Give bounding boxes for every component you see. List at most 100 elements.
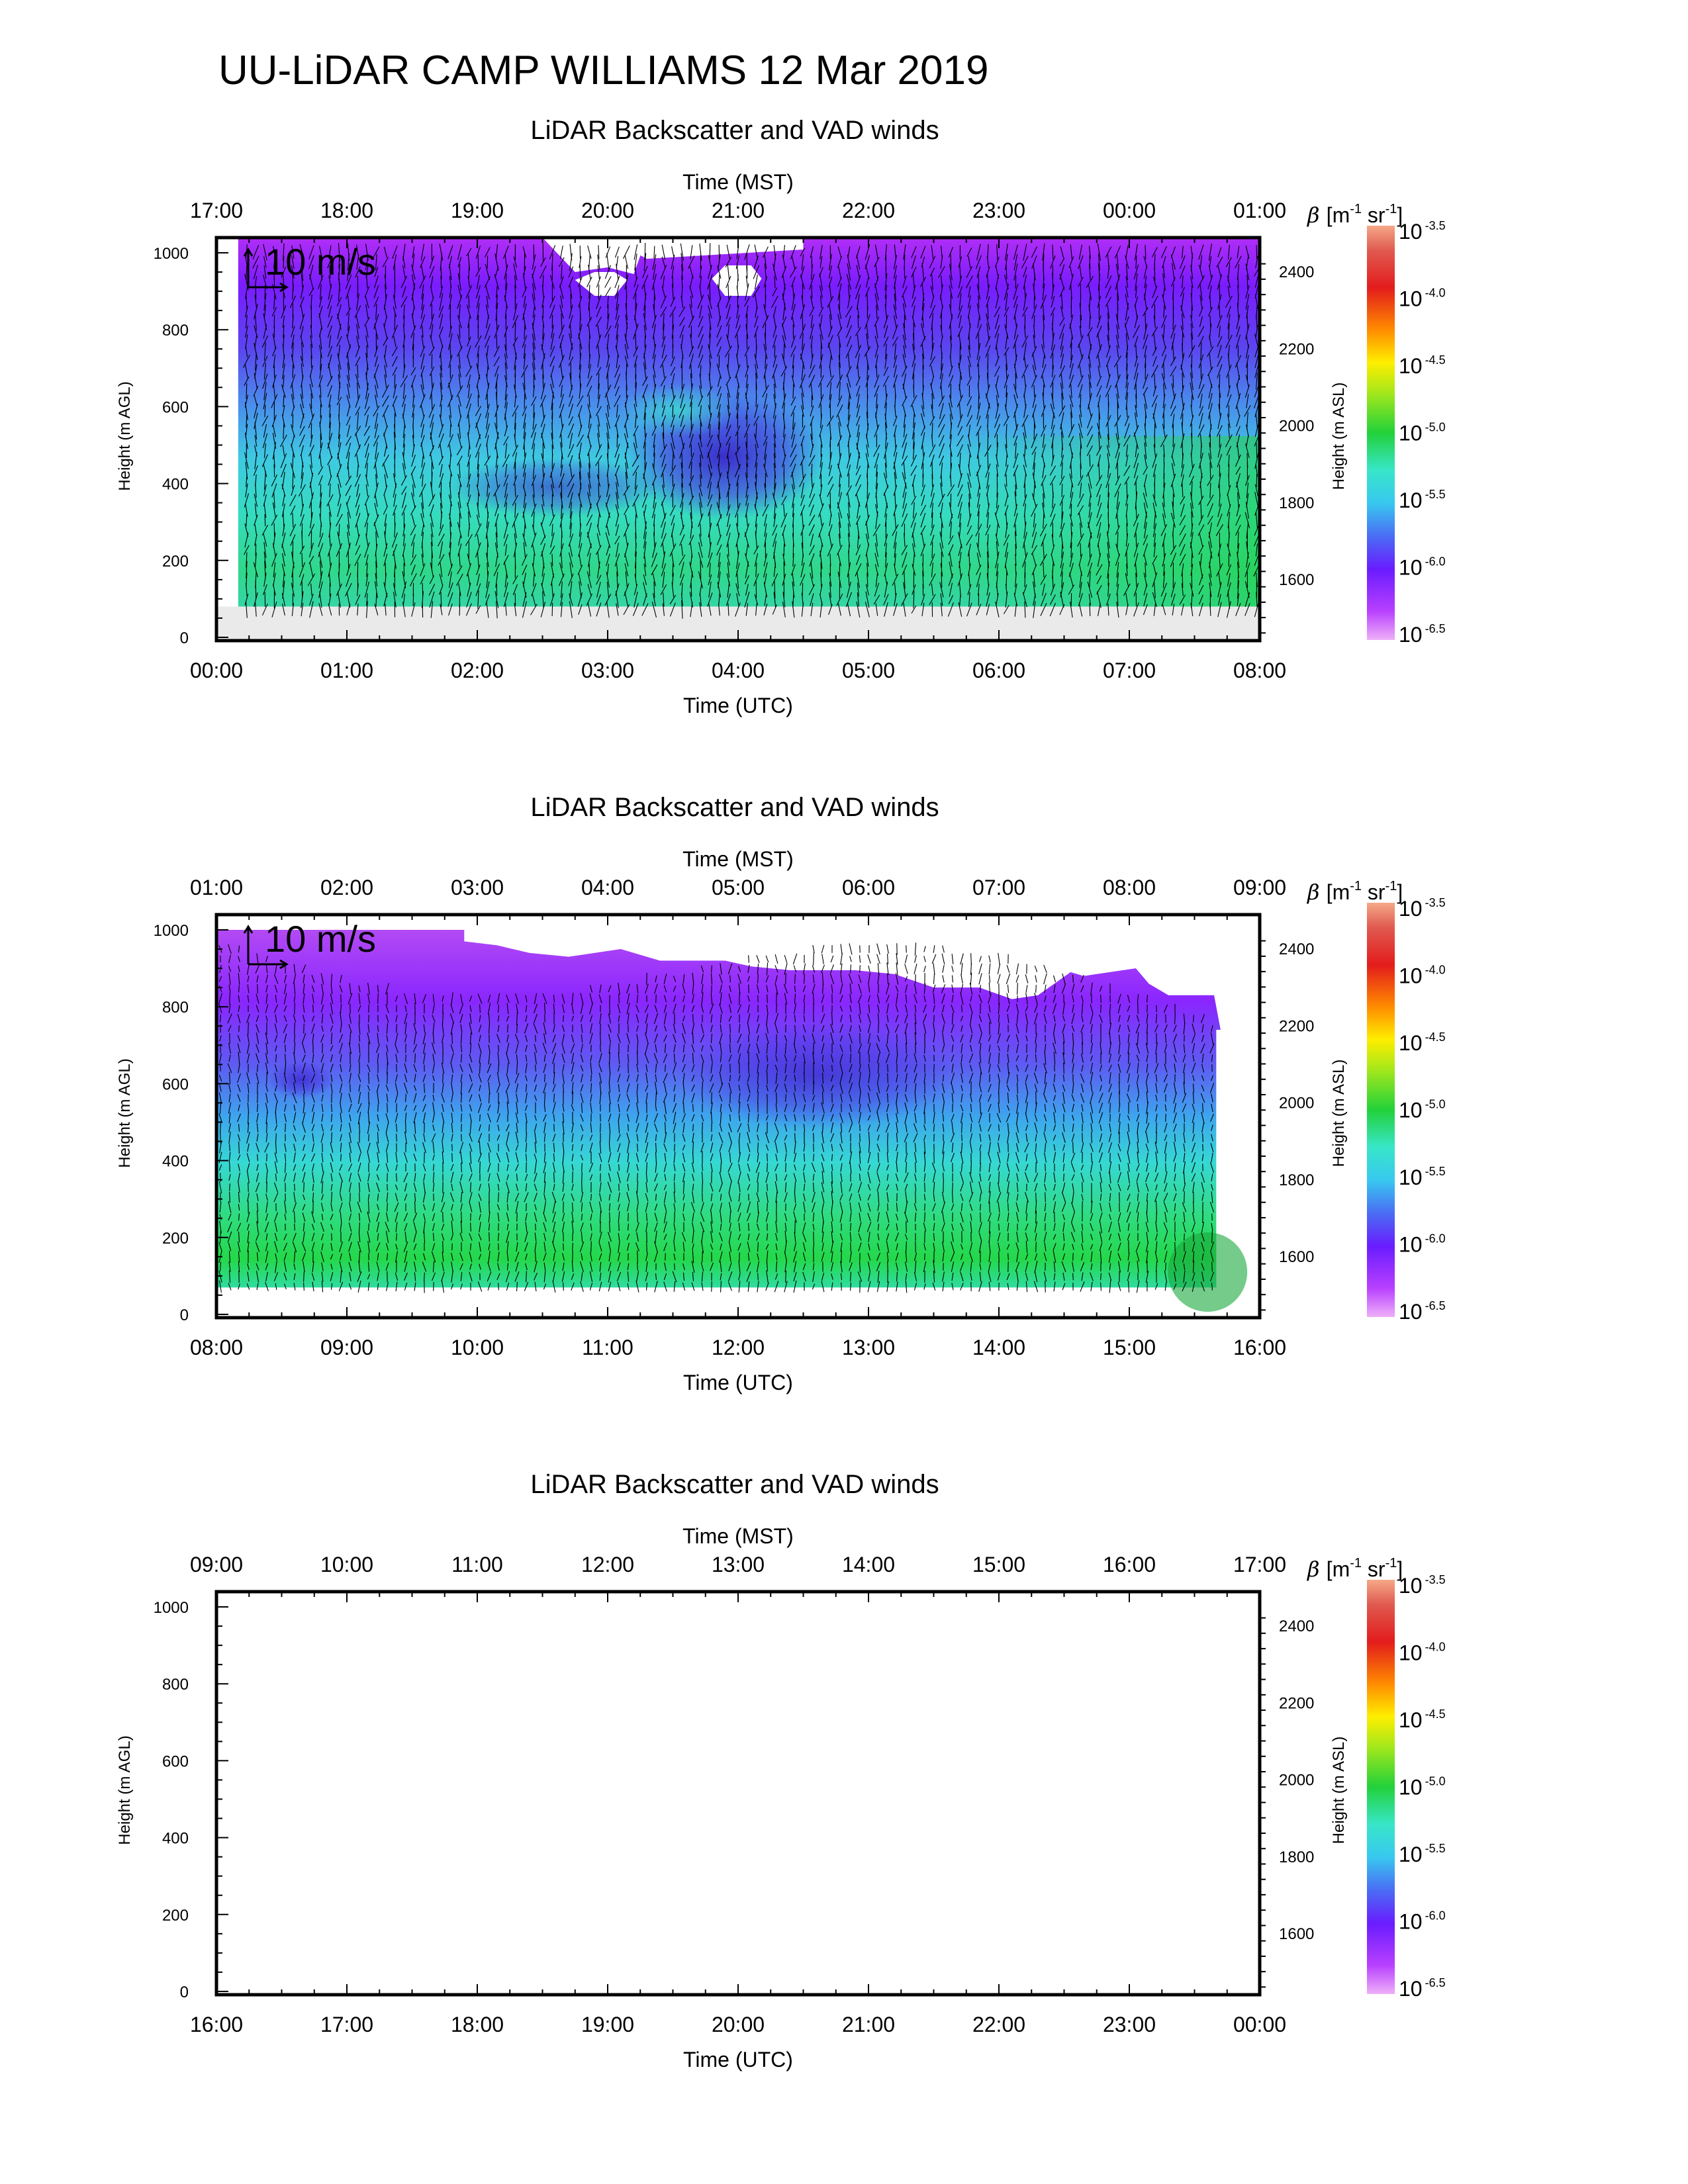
backscatter-field [216,238,1260,641]
y-tick-label: 400 [162,1153,189,1171]
top-tick-label: 07:00 [972,876,1025,899]
plot-frame [214,1590,1262,1997]
y-tick-label: 0 [180,1306,189,1324]
top-tick-label: 05:00 [712,876,765,899]
x-tick-label: 20:00 [712,2013,765,2036]
x-tick-label: 00:00 [1233,2013,1286,2036]
top-tick-label: 21:00 [712,199,765,222]
y2-tick-label: 2000 [1279,1095,1314,1113]
x-tick-label: 12:00 [712,1336,765,1359]
y2-axis-label: Height (m ASL) [1330,383,1348,490]
x-tick-label: 18:00 [451,2013,504,2036]
y2-tick-label: 1800 [1279,494,1314,512]
y-tick-label: 0 [180,1983,189,2001]
colorbar-tick-label: 10 -5.5 [1399,488,1446,512]
top-tick-label: 09:00 [190,1553,243,1576]
colorbar-tick-label: 10 -5.0 [1399,1775,1446,1799]
top-axis-label: Time (MST) [682,170,794,194]
page-title: UU-LiDAR CAMP WILLIAMS 12 Mar 2019 [218,48,988,93]
x-tick-label: 22:00 [972,2013,1025,2036]
x-tick-label: 16:00 [190,2013,243,2036]
x-tick-label: 09:00 [320,1336,373,1359]
chart-panel-3: LiDAR Backscatter and VAD winds Time (MST… [116,1470,1446,2071]
colorbar-label: β [m-1 sr-1] [1307,202,1403,228]
colorbar-label: β [m-1 sr-1] [1307,879,1403,905]
y2-tick-label: 1600 [1279,1248,1314,1266]
x-axis-label: Time (UTC) [683,2048,793,2071]
colorbar-tick-label: 10 -5.0 [1399,1098,1446,1122]
x-tick-label: 10:00 [451,1336,504,1359]
colorbar: β [m-1 sr-1]10 -3.5 10 -4.0 10 -4.5 10 -5.0 10 -5… [1307,1556,1446,2001]
colorbar-tick-label: 10 -5.5 [1399,1842,1446,1866]
x-tick-label: 23:00 [1103,2013,1156,2036]
top-tick-label: 16:00 [1103,1553,1156,1576]
colorbar-tick-label: 10 -3.5 [1399,1573,1446,1598]
vector-key-label: 10 m/s [265,918,376,960]
y2-tick-label: 2000 [1279,1772,1314,1790]
x-tick-label: 17:00 [320,2013,373,2036]
y2-tick-label: 1800 [1279,1848,1314,1866]
top-tick-label: 00:00 [1103,199,1156,222]
chart-panel-2: LiDAR Backscatter and VAD winds Time (MST… [116,793,1446,1394]
x-tick-label: 00:00 [190,659,243,682]
top-tick-label: 19:00 [451,199,504,222]
x-tick-label: 21:00 [842,2013,895,2036]
chart-title: LiDAR Backscatter and VAD winds [530,116,939,145]
top-tick-label: 06:00 [842,876,895,899]
top-tick-label: 13:00 [712,1553,765,1576]
colorbar-tick-label: 10 -4.0 [1399,964,1446,988]
top-tick-label: 23:00 [972,199,1025,222]
colorbar-gradient [1367,1580,1395,1994]
x-tick-label: 02:00 [451,659,504,682]
vector-key-arrows [243,248,289,293]
wind-vectors [242,243,1260,619]
y2-tick-label: 2200 [1279,1017,1314,1035]
colorbar-gradient [1367,903,1395,1317]
y-tick-label: 400 [162,476,189,494]
x-tick-label: 14:00 [972,1336,1025,1359]
x-tick-label: 13:00 [842,1336,895,1359]
x-tick-label: 06:00 [972,659,1025,682]
y-tick-label: 200 [162,1907,189,1925]
colorbar-tick-label: 10 -6.5 [1399,1299,1446,1324]
top-tick-label: 11:00 [451,1553,503,1576]
colorbar-tick-label: 10 -5.5 [1399,1165,1446,1189]
top-tick-label: 08:00 [1103,876,1156,899]
top-tick-label: 17:00 [1233,1553,1286,1576]
y-tick-label: 600 [162,1075,189,1093]
x-tick-label: 11:00 [582,1336,633,1359]
x-tick-label: 04:00 [712,659,765,682]
y-axis-label: Height (m AGL) [116,1735,134,1844]
x-tick-label: 08:00 [190,1336,243,1359]
y-tick-label: 800 [162,1676,189,1694]
x-tick-label: 03:00 [581,659,634,682]
y2-tick-label: 1800 [1279,1171,1314,1189]
top-tick-label: 02:00 [320,876,373,899]
y-tick-label: 1000 [154,1599,189,1617]
colorbar-tick-label: 10 -5.0 [1399,421,1446,445]
top-tick-label: 17:00 [190,199,243,222]
x-tick-label: 15:00 [1103,1336,1156,1359]
colorbar-tick-label: 10 -4.0 [1399,287,1446,311]
chart-title: LiDAR Backscatter and VAD winds [530,793,939,822]
colorbar-gradient [1367,226,1395,640]
y2-tick-label: 1600 [1279,571,1314,589]
x-tick-label: 16:00 [1233,1336,1286,1359]
y-axis-label: Height (m AGL) [116,1058,134,1167]
colorbar-label: β [m-1 sr-1] [1307,1556,1403,1582]
colorbar-tick-label: 10 -3.5 [1399,896,1446,921]
top-tick-label: 09:00 [1233,876,1286,899]
vector-key-arrows [243,925,289,970]
vector-key-label: 10 m/s [265,241,376,283]
top-tick-label: 14:00 [842,1553,895,1576]
colorbar-tick-label: 10 -4.5 [1399,353,1446,378]
colorbar-tick-label: 10 -6.0 [1399,555,1446,580]
y-tick-label: 800 [162,999,189,1017]
panels: LiDAR Backscatter and VAD winds Time (MST… [116,116,1446,2071]
y-tick-label: 800 [162,322,189,340]
y2-tick-label: 2200 [1279,1694,1314,1712]
colorbar-tick-label: 10 -6.5 [1399,622,1446,647]
vector-key: 10 m/s [243,241,376,293]
top-axis-label: Time (MST) [682,1524,794,1548]
colorbar-tick-label: 10 -6.0 [1399,1232,1446,1257]
